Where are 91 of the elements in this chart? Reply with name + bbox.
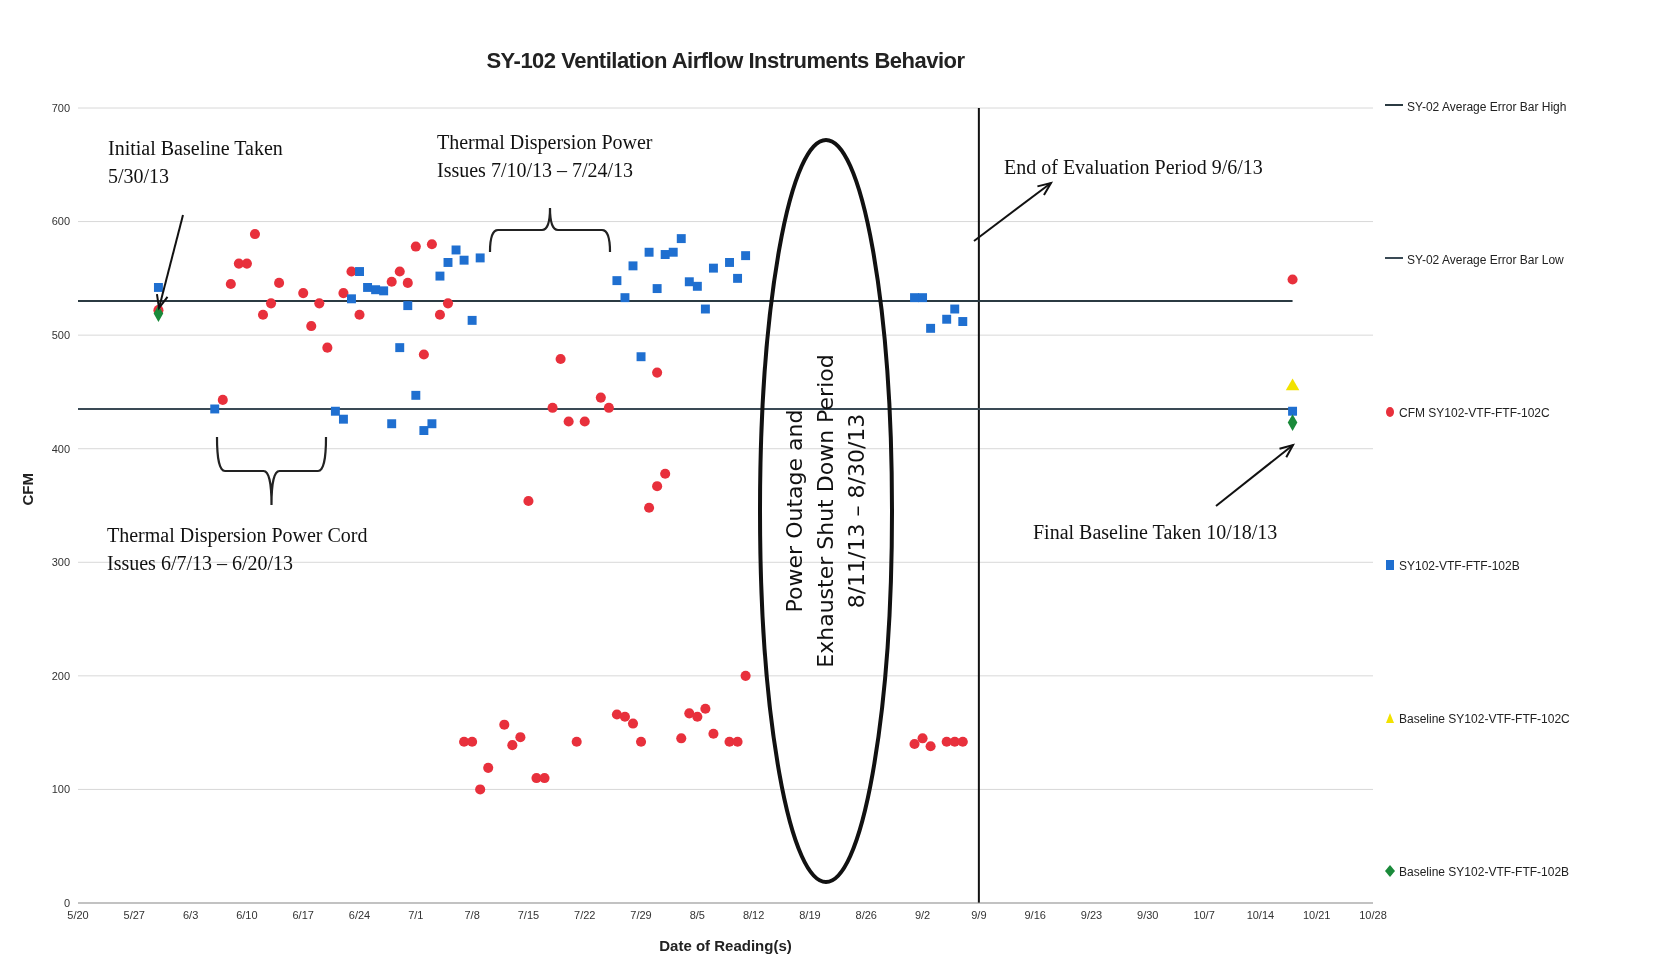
point bbox=[950, 304, 960, 314]
point bbox=[387, 419, 397, 429]
point bbox=[741, 251, 751, 261]
x-tick-label: 9/16 bbox=[1024, 908, 1046, 921]
point bbox=[467, 315, 477, 325]
point bbox=[628, 261, 638, 271]
point bbox=[403, 301, 413, 311]
x-tick-label: 6/10 bbox=[236, 908, 258, 921]
point bbox=[676, 234, 686, 244]
point bbox=[210, 404, 220, 414]
x-tick-label: 7/1 bbox=[408, 908, 424, 921]
x-tick-label: 9/23 bbox=[1080, 908, 1103, 921]
x-tick-label: 8/26 bbox=[855, 908, 877, 921]
point bbox=[652, 284, 662, 294]
point bbox=[338, 414, 348, 424]
point bbox=[427, 419, 437, 429]
point bbox=[942, 314, 952, 324]
legend-label: Baseline SY102-VTF-FTF-102C bbox=[1399, 712, 1570, 726]
annotation: Thermal Dispersion Power Cord Issues 6/7/13 – 6/20/13 bbox=[107, 523, 368, 576]
point bbox=[451, 245, 461, 255]
legend-label: SY102-VTF-FTF-102B bbox=[1399, 559, 1520, 573]
point bbox=[379, 286, 389, 296]
y-tick-label: 200 bbox=[51, 669, 70, 682]
point bbox=[355, 267, 364, 277]
x-tick-label: 7/8 bbox=[464, 908, 480, 921]
y-tick-label: 0 bbox=[63, 896, 70, 909]
annotation: Final Baseline Taken 10/18/13 bbox=[1033, 520, 1278, 545]
x-tick-label: 6/3 bbox=[182, 908, 199, 921]
y-axis-title: CFM bbox=[19, 473, 37, 506]
y-tick-label: 700 bbox=[51, 101, 70, 114]
x-tick-label: 10/28 bbox=[1359, 908, 1387, 921]
x-tick-label: 10/14 bbox=[1246, 908, 1275, 921]
point bbox=[733, 273, 743, 283]
x-tick-label: 6/24 bbox=[348, 908, 371, 921]
point bbox=[725, 257, 734, 267]
x-tick-label: 5/20 bbox=[67, 908, 89, 921]
point bbox=[926, 323, 936, 333]
x-tick-label: 9/30 bbox=[1137, 908, 1159, 921]
annotation: Initial Baseline Taken 5/30/13 bbox=[108, 136, 283, 189]
point bbox=[347, 294, 356, 304]
y-tick-label: 100 bbox=[51, 783, 70, 796]
point bbox=[419, 426, 429, 436]
annotation: Power Outage and Exhauster Shut Down Period 8/11/13 – 8/30/13 bbox=[780, 354, 870, 668]
point bbox=[371, 285, 381, 295]
point bbox=[395, 343, 405, 353]
legend-label: Baseline SY102-VTF-FTF-102B bbox=[1399, 865, 1570, 879]
legend-label: CFM SY102-VTF-FTF-102C bbox=[1399, 406, 1550, 420]
annotation: End of Evaluation Period 9/6/13 bbox=[1004, 155, 1263, 180]
point bbox=[1288, 406, 1298, 416]
point bbox=[330, 406, 340, 416]
point bbox=[443, 257, 453, 267]
x-tick-label: 8/5 bbox=[689, 908, 705, 921]
x-tick-label: 9/9 bbox=[971, 908, 987, 921]
point bbox=[660, 250, 670, 259]
legend-label: SY-02 Average Error Bar High bbox=[1407, 100, 1567, 114]
annotation: Thermal Dispersion Power Issues 7/10/13 – 7/24/13 bbox=[437, 130, 653, 183]
legend-label: SY-02 Average Error Bar Low bbox=[1407, 253, 1564, 267]
y-tick-label: 400 bbox=[51, 442, 70, 455]
point bbox=[363, 282, 373, 292]
x-tick-label: 7/29 bbox=[630, 908, 652, 921]
point bbox=[612, 276, 622, 286]
point bbox=[684, 277, 694, 287]
point bbox=[636, 352, 646, 362]
point bbox=[958, 317, 968, 326]
y-tick-label: 500 bbox=[51, 329, 70, 342]
x-tick-label: 5/27 bbox=[123, 908, 146, 921]
x-tick-label: 10/7 bbox=[1193, 908, 1215, 921]
point bbox=[459, 255, 469, 265]
point bbox=[411, 390, 421, 400]
x-tick-label: 7/22 bbox=[574, 908, 596, 921]
point bbox=[700, 304, 710, 314]
x-tick-label: 7/15 bbox=[517, 908, 540, 921]
x-tick-label: 8/12 bbox=[742, 908, 765, 921]
x-tick-label: 8/19 bbox=[799, 908, 821, 921]
x-tick-label: 6/17 bbox=[292, 908, 314, 921]
x-tick-label: 10/21 bbox=[1302, 908, 1331, 921]
point bbox=[153, 282, 163, 292]
point bbox=[1285, 378, 1300, 391]
point bbox=[708, 263, 718, 273]
x-tick-label: 9/2 bbox=[914, 908, 931, 921]
point bbox=[620, 293, 630, 303]
point bbox=[668, 247, 678, 257]
y-tick-label: 600 bbox=[51, 215, 70, 228]
point bbox=[918, 293, 928, 303]
chart-title: SY-102 Ventilation Airflow Instruments Behavior bbox=[485, 48, 966, 74]
x-axis-title: Date of Reading(s) bbox=[659, 937, 792, 954]
point bbox=[692, 281, 702, 291]
point bbox=[644, 247, 654, 257]
point bbox=[435, 271, 445, 281]
point bbox=[475, 253, 485, 263]
y-tick-label: 300 bbox=[51, 556, 70, 569]
